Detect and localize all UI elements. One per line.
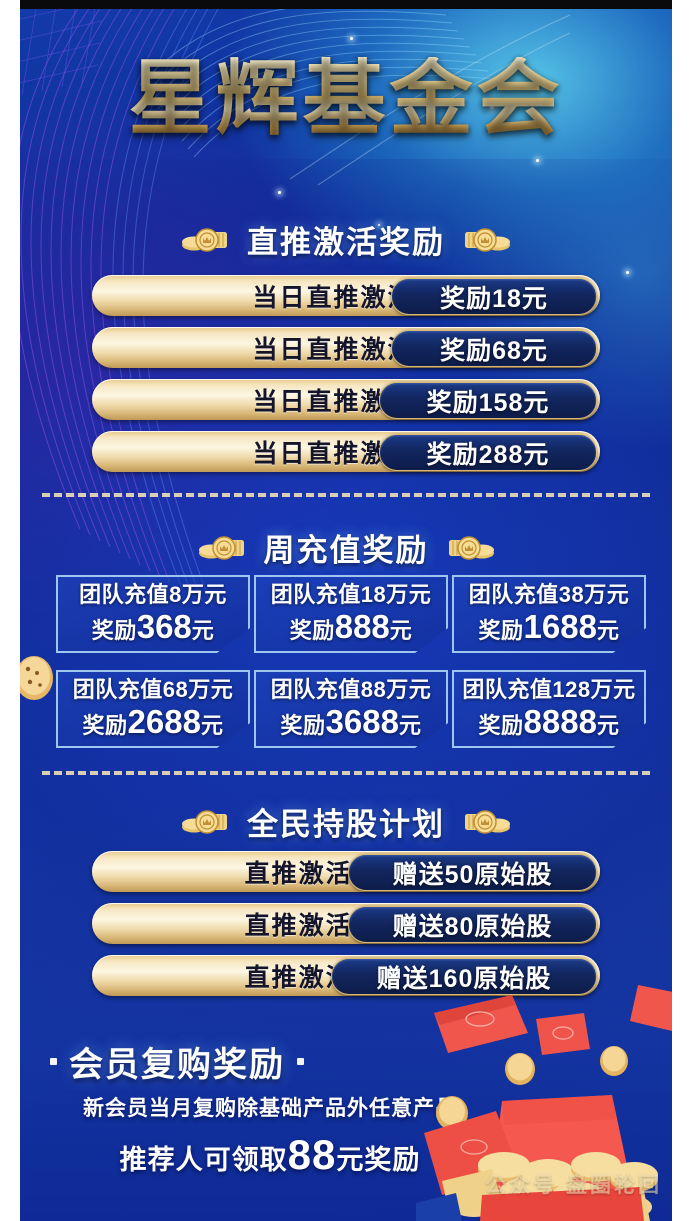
reward-amount: 8888 [523, 702, 597, 740]
section-heading-direct-referral: 直推激活奖励 [20, 217, 672, 262]
coin-stack-icon [198, 533, 250, 563]
share-row[interactable]: 直推激活累计10人 赠送50原始股 [92, 851, 600, 892]
section-divider [42, 771, 650, 775]
coin-stack-icon [443, 533, 495, 563]
reward-row[interactable]: 当日直推激活3人 奖励68元 [92, 327, 600, 368]
page-margin-right [672, 0, 697, 1221]
reward-prefix: 奖励 [478, 712, 524, 738]
top-black-bar [20, 0, 672, 9]
red-envelope-gift-decoration [416, 983, 678, 1221]
bullet-dot-icon [50, 1058, 57, 1065]
reward-unit: 元 [191, 617, 215, 643]
section-heading-text: 直推激活奖励 [247, 225, 445, 260]
sparkle-icon [536, 159, 539, 162]
recharge-reward: 奖励368元 [91, 607, 215, 645]
reward-amount: 368 [136, 607, 192, 645]
background-light-streaks [139, 9, 571, 189]
reward-badge: 奖励158元 [379, 382, 597, 419]
reward-row[interactable]: 当日直推激活8人 奖励288元 [92, 431, 600, 472]
recharge-condition: 团队充值68万元 [72, 676, 234, 702]
recharge-reward: 奖励888元 [289, 607, 413, 645]
recharge-cell[interactable]: 团队充值128万元 奖励8888元 [452, 670, 646, 748]
footer-main-amount: 88 [287, 1131, 337, 1178]
reward-row[interactable]: 当日直推激活6人 奖励158元 [92, 379, 600, 420]
sparkle-icon [350, 37, 353, 40]
footer-main-prefix: 推荐人可领取 [119, 1145, 288, 1175]
recharge-reward: 奖励3688元 [280, 702, 422, 740]
recharge-condition: 团队充值18万元 [270, 581, 432, 607]
reward-unit: 元 [200, 712, 224, 738]
reward-prefix: 奖励 [478, 617, 524, 643]
recharge-cell[interactable]: 团队充值38万元 奖励1688元 [452, 575, 646, 653]
footer-main-suffix: 元奖励 [336, 1145, 421, 1175]
reward-amount: 2688 [127, 702, 201, 740]
share-row[interactable]: 直推激活累计50人 赠送160原始股 [92, 955, 600, 996]
reward-unit: 元 [596, 712, 620, 738]
share-badge: 赠送50原始股 [348, 854, 597, 891]
sparkle-icon [490, 105, 494, 109]
reward-value: 奖励288元 [426, 440, 550, 469]
section-heading-shareholding-plan: 全民持股计划 [20, 799, 672, 844]
coin-stack-icon [459, 225, 511, 255]
recharge-cell[interactable]: 团队充值18万元 奖励888元 [254, 575, 448, 653]
reward-row[interactable]: 当日直推激活1人 奖励18元 [92, 275, 600, 316]
page-title: 星辉基金会 [20, 57, 672, 140]
recharge-condition: 团队充值38万元 [468, 581, 630, 607]
bullet-dot-icon [297, 1058, 304, 1065]
page-margin-left [0, 0, 20, 1221]
reward-badge: 奖励288元 [379, 434, 597, 471]
footer-main-line: 推荐人可领取88元奖励 [50, 1131, 490, 1179]
reward-value: 奖励18元 [440, 284, 548, 313]
section-heading-weekly-recharge: 周充值奖励 [20, 525, 672, 570]
reward-prefix: 奖励 [91, 617, 137, 643]
recharge-condition: 团队充值88万元 [270, 676, 432, 702]
watermark: 公众号 盘圈轮回 [485, 1174, 662, 1197]
recharge-reward: 奖励8888元 [478, 702, 620, 740]
reward-unit: 元 [398, 712, 422, 738]
footer-subtitle: 新会员当月复购除基础产品外任意产品 [83, 1097, 457, 1120]
recharge-reward: 奖励1688元 [478, 607, 620, 645]
recharge-reward: 奖励2688元 [82, 702, 224, 740]
gold-coin-decoration-icon [14, 649, 66, 707]
reward-value: 奖励158元 [426, 388, 550, 417]
share-value: 赠送50原始股 [392, 860, 553, 889]
share-value: 赠送160原始股 [376, 964, 552, 993]
reward-prefix: 奖励 [289, 617, 335, 643]
recharge-cell[interactable]: 团队充值88万元 奖励3688元 [254, 670, 448, 748]
sparkle-icon [378, 224, 380, 226]
coin-stack-icon [181, 807, 233, 837]
coin-stack-icon [181, 225, 233, 255]
reward-badge: 奖励18元 [391, 278, 597, 315]
reward-unit: 元 [389, 617, 413, 643]
recharge-condition: 团队充值128万元 [462, 676, 636, 702]
reward-prefix: 奖励 [280, 712, 326, 738]
sparkle-icon [424, 67, 427, 70]
share-row[interactable]: 直推激活累计20人 赠送80原始股 [92, 903, 600, 944]
reward-prefix: 奖励 [82, 712, 128, 738]
section-divider [42, 493, 650, 497]
section-heading-text: 全民持股计划 [247, 807, 445, 842]
poster-content: 星辉基金会 直推激活奖励 [15, 9, 678, 1221]
reward-amount: 3688 [325, 702, 399, 740]
sparkle-icon [278, 191, 281, 194]
share-value: 赠送80原始股 [392, 912, 553, 941]
reward-amount: 1688 [523, 607, 597, 645]
sparkle-icon [626, 271, 629, 274]
share-badge: 赠送80原始股 [348, 906, 597, 943]
section-heading-text: 周充值奖励 [263, 533, 429, 568]
recharge-condition: 团队充值8万元 [79, 581, 227, 607]
recharge-cell[interactable]: 团队充值68万元 奖励2688元 [56, 670, 250, 748]
reward-unit: 元 [596, 617, 620, 643]
reward-amount: 888 [334, 607, 390, 645]
recharge-cell[interactable]: 团队充值8万元 奖励368元 [56, 575, 250, 653]
coin-stack-icon [459, 807, 511, 837]
footer-title: 会员复购奖励 [69, 1046, 285, 1084]
footer-title-row: 会员复购奖励 [50, 1037, 304, 1086]
share-badge: 赠送160原始股 [331, 958, 597, 995]
reward-value: 奖励68元 [440, 336, 548, 365]
reward-badge: 奖励68元 [391, 330, 597, 367]
